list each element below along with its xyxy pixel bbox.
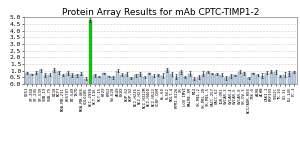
Bar [116,71,119,84]
Bar [48,75,52,84]
Bar [179,72,182,84]
Bar [202,74,205,84]
Title: Protein Array Results for mAb CPTC-TIMP1-2: Protein Array Results for mAb CPTC-TIMP1… [62,8,259,17]
Bar [30,74,33,84]
Bar [161,76,164,84]
Bar [152,76,155,84]
Bar [44,75,47,84]
Bar [229,76,232,84]
Bar [184,77,187,84]
Bar [279,76,282,84]
Bar [211,74,214,84]
Bar [197,77,201,84]
Bar [256,75,260,84]
Bar [80,74,83,84]
Bar [98,77,101,84]
Bar [125,74,128,84]
Bar [188,74,192,84]
Bar [89,20,92,84]
Bar [206,72,210,84]
Bar [139,74,142,84]
Bar [26,73,29,84]
Bar [143,77,146,84]
Bar [34,72,38,84]
Bar [129,78,133,84]
Bar [57,72,61,84]
Bar [120,75,124,84]
Bar [274,72,278,84]
Bar [193,79,196,84]
Bar [233,75,237,84]
Bar [292,72,296,84]
Bar [260,76,264,84]
Bar [251,73,255,84]
Bar [170,74,173,84]
Bar [61,75,65,84]
Bar [288,73,291,84]
Bar [66,73,70,84]
Bar [102,73,106,84]
Bar [148,73,151,84]
Bar [265,73,268,84]
Bar [157,75,160,84]
Bar [166,70,169,84]
Bar [75,75,79,84]
Bar [242,73,246,84]
Bar [52,70,56,84]
Bar [39,70,42,84]
Bar [71,75,74,84]
Bar [111,77,115,84]
Bar [224,78,228,84]
Bar [134,75,137,84]
Bar [175,77,178,84]
Bar [247,78,250,84]
Bar [238,71,241,84]
Bar [220,75,223,84]
Bar [93,75,97,84]
Bar [84,79,88,84]
Bar [283,75,286,84]
Bar [269,72,273,84]
Bar [215,74,219,84]
Bar [107,76,110,84]
